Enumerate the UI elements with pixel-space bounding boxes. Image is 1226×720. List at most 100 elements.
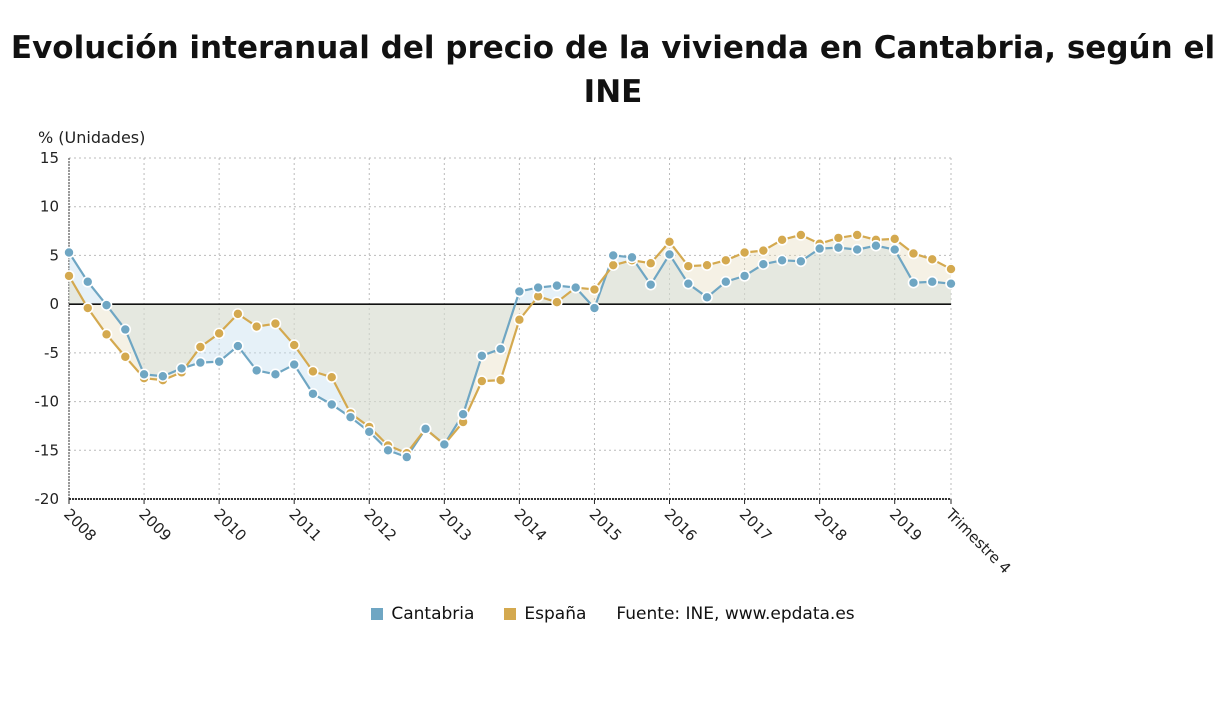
data-point-cantabria	[588, 302, 601, 314]
area-españa	[69, 234, 951, 454]
data-point-cantabria	[851, 243, 863, 256]
x-tick-label: 2008	[60, 505, 100, 545]
data-point-españa	[119, 350, 132, 363]
data-point-españa	[588, 283, 601, 296]
data-point-españa	[644, 257, 657, 270]
y-axis-label: % (Unidades)	[38, 128, 145, 147]
data-point-cantabria	[269, 368, 282, 381]
legend-swatch	[371, 608, 384, 620]
data-point-cantabria	[720, 275, 732, 288]
data-point-españa	[288, 339, 300, 351]
data-point-españa	[907, 247, 920, 260]
y-tick-label: 5	[49, 246, 59, 264]
data-point-cantabria	[400, 451, 413, 463]
x-tick-label: 2010	[210, 505, 250, 545]
data-point-cantabria	[213, 355, 225, 368]
y-tick-label: -10	[35, 393, 60, 411]
data-point-cantabria	[757, 258, 770, 270]
data-point-cantabria	[81, 275, 94, 288]
legend-item-espana: España	[504, 604, 586, 624]
data-point-cantabria	[194, 356, 207, 369]
data-point-españa	[250, 320, 263, 333]
x-tick-label: 2017	[736, 505, 776, 545]
data-point-cantabria	[325, 398, 338, 411]
data-point-cantabria	[232, 340, 244, 352]
y-ticks: 15 10 5 0 -5 -10 -15 -20	[35, 149, 60, 508]
data-point-cantabria	[813, 242, 826, 255]
legend-label: Cantabria	[391, 604, 475, 624]
data-point-cantabria	[626, 251, 638, 264]
data-point-cantabria	[682, 277, 695, 290]
y-tick-label: 0	[49, 295, 59, 313]
data-point-cantabria	[419, 423, 432, 435]
x-tick-label: 2016	[661, 505, 701, 545]
data-point-españa	[551, 296, 563, 308]
data-point-españa	[888, 233, 901, 245]
data-point-cantabria	[457, 408, 469, 421]
legend-item-cantabria: Cantabria	[371, 604, 474, 624]
data-point-españa	[100, 328, 113, 341]
data-point-cantabria	[344, 411, 357, 423]
data-point-cantabria	[382, 444, 394, 457]
y-tick-label: -15	[35, 441, 60, 459]
data-point-españa	[832, 232, 845, 244]
y-tick-label: -20	[35, 490, 60, 508]
data-point-cantabria	[870, 239, 882, 252]
data-point-cantabria	[157, 370, 169, 383]
data-point-españa	[269, 317, 282, 330]
data-point-españa	[720, 254, 732, 267]
data-point-cantabria	[926, 275, 939, 288]
data-point-españa	[757, 244, 770, 257]
data-point-cantabria	[644, 278, 657, 291]
data-point-españa	[926, 253, 939, 266]
x-tick-label: 2009	[135, 505, 175, 545]
data-point-cantabria	[738, 270, 751, 282]
data-point-españa	[476, 375, 488, 387]
data-point-cantabria	[532, 281, 544, 294]
data-point-cantabria	[607, 249, 620, 262]
source-note: Fuente: INE, www.epdata.es	[616, 604, 854, 624]
legend: Cantabria España Fuente: INE, www.epdata…	[0, 604, 1226, 624]
x-tick-label: 2019	[886, 505, 926, 545]
data-point-cantabria	[476, 349, 488, 362]
areas	[69, 234, 951, 458]
data-point-cantabria	[551, 279, 563, 292]
data-point-cantabria	[119, 323, 132, 336]
x-tick-label: 2018	[811, 505, 851, 545]
data-point-españa	[851, 229, 863, 241]
chart-title: Evolución interanual del precio de la vi…	[10, 30, 1216, 110]
data-point-cantabria	[138, 368, 150, 381]
x-tick-label: 2011	[285, 505, 325, 545]
y-tick-label: 10	[40, 198, 59, 216]
data-point-españa	[663, 235, 676, 248]
x-ticks: 2008 2009 2010 2011 2012 2013 2014 2015 2016 2017…	[60, 504, 1014, 577]
data-point-cantabria	[438, 438, 451, 451]
data-point-españa	[232, 308, 244, 320]
data-point-cantabria	[363, 425, 376, 438]
data-point-cantabria	[175, 362, 188, 375]
data-point-cantabria	[494, 343, 507, 355]
data-point-cantabria	[307, 387, 319, 400]
legend-swatch	[504, 608, 517, 620]
data-point-cantabria	[888, 243, 901, 256]
legend-label: España	[524, 604, 587, 624]
data-point-españa	[513, 313, 526, 326]
series-points	[63, 229, 957, 463]
data-point-cantabria	[832, 241, 845, 254]
data-point-cantabria	[701, 291, 713, 304]
data-point-cantabria	[907, 276, 920, 289]
data-point-españa	[701, 259, 713, 271]
data-point-españa	[776, 234, 788, 246]
x-tick-label: 2014	[511, 505, 551, 545]
data-point-españa	[63, 270, 75, 282]
data-point-cantabria	[100, 299, 113, 311]
y-tick-label: 15	[40, 149, 59, 167]
data-point-españa	[795, 229, 807, 241]
data-point-españa	[738, 246, 751, 259]
data-point-españa	[213, 327, 225, 340]
data-point-cantabria	[288, 358, 300, 371]
data-point-cantabria	[663, 248, 676, 261]
data-point-cantabria	[945, 277, 957, 290]
data-point-españa	[494, 374, 507, 386]
data-point-cantabria	[776, 254, 788, 267]
